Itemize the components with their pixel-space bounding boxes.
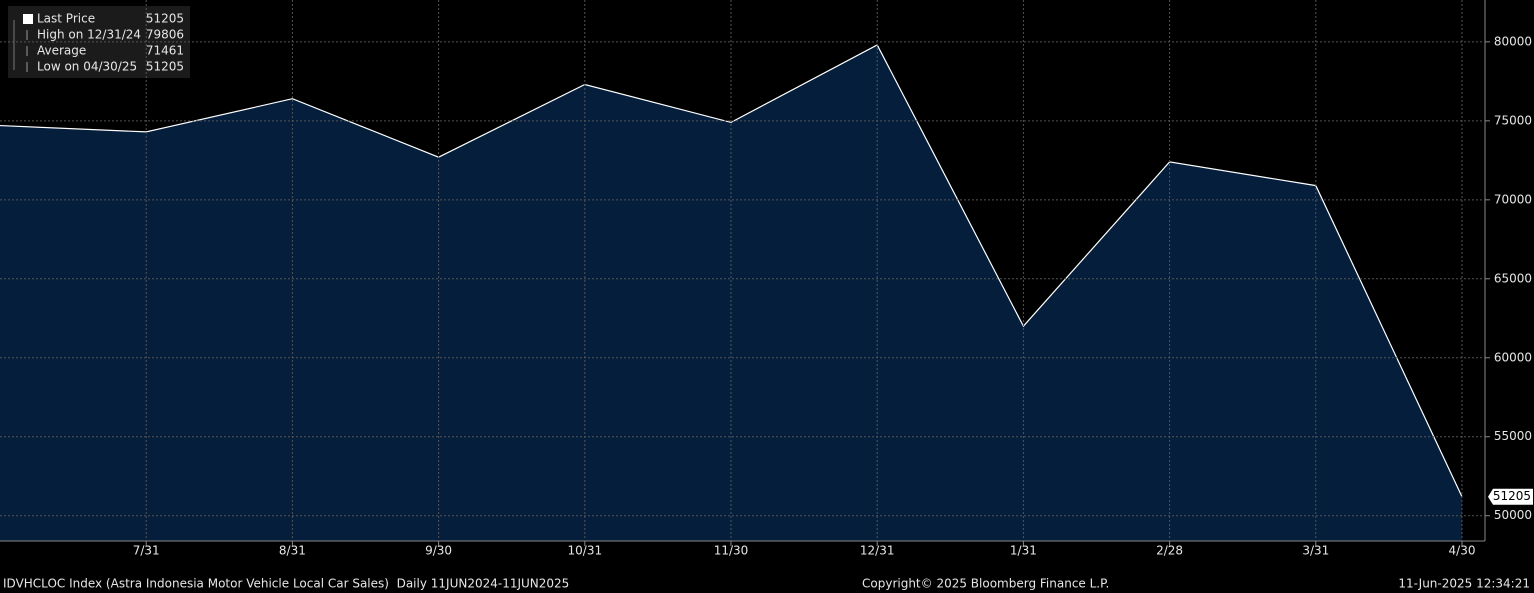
x-tick-label: 2/28 xyxy=(1156,544,1183,558)
legend-swatch xyxy=(23,14,33,24)
y-tick-label: 65000 xyxy=(1494,271,1532,285)
legend-label: Average xyxy=(37,44,86,58)
footer-center: Copyright© 2025 Bloomberg Finance L.P. xyxy=(862,577,1109,591)
footer-left: IDVHCLOC Index (Astra Indonesia Motor Ve… xyxy=(3,577,569,591)
x-tick-label: 3/31 xyxy=(1302,544,1329,558)
x-tick-label: 11/30 xyxy=(714,544,749,558)
y-tick-label: 60000 xyxy=(1494,350,1532,364)
x-tick-label: 12/31 xyxy=(860,544,895,558)
y-tick-label: 50000 xyxy=(1494,508,1532,522)
x-tick-label: 1/31 xyxy=(1010,544,1037,558)
legend-value: 51205 xyxy=(146,60,184,74)
legend-label: Low on 04/30/25 xyxy=(37,60,137,74)
x-tick-label: 10/31 xyxy=(568,544,603,558)
y-tick-label: 80000 xyxy=(1494,34,1532,48)
legend-value: 51205 xyxy=(146,12,184,26)
legend-box xyxy=(8,6,190,78)
last-price-tag xyxy=(1488,488,1533,505)
legend-value: 79806 xyxy=(146,28,184,42)
y-tick-label: 75000 xyxy=(1494,113,1532,127)
last-price-label: 51205 xyxy=(1493,489,1531,503)
y-tick-label: 70000 xyxy=(1494,192,1532,206)
x-tick-label: 9/30 xyxy=(425,544,452,558)
legend-label: High on 12/31/24 xyxy=(37,28,141,42)
legend-label: Last Price xyxy=(37,12,95,26)
legend-value: 71461 xyxy=(146,44,184,58)
y-tick-label: 55000 xyxy=(1494,429,1532,443)
x-tick-label: 4/30 xyxy=(1449,544,1476,558)
footer-right: 11-Jun-2025 12:34:21 xyxy=(1398,577,1530,591)
x-tick-label: 7/31 xyxy=(133,544,160,558)
line xyxy=(0,44,1463,497)
legend: Last Price 51205 High on 12/31/24 79806 Aver… xyxy=(8,6,190,78)
x-tick-label: 8/31 xyxy=(279,544,306,558)
